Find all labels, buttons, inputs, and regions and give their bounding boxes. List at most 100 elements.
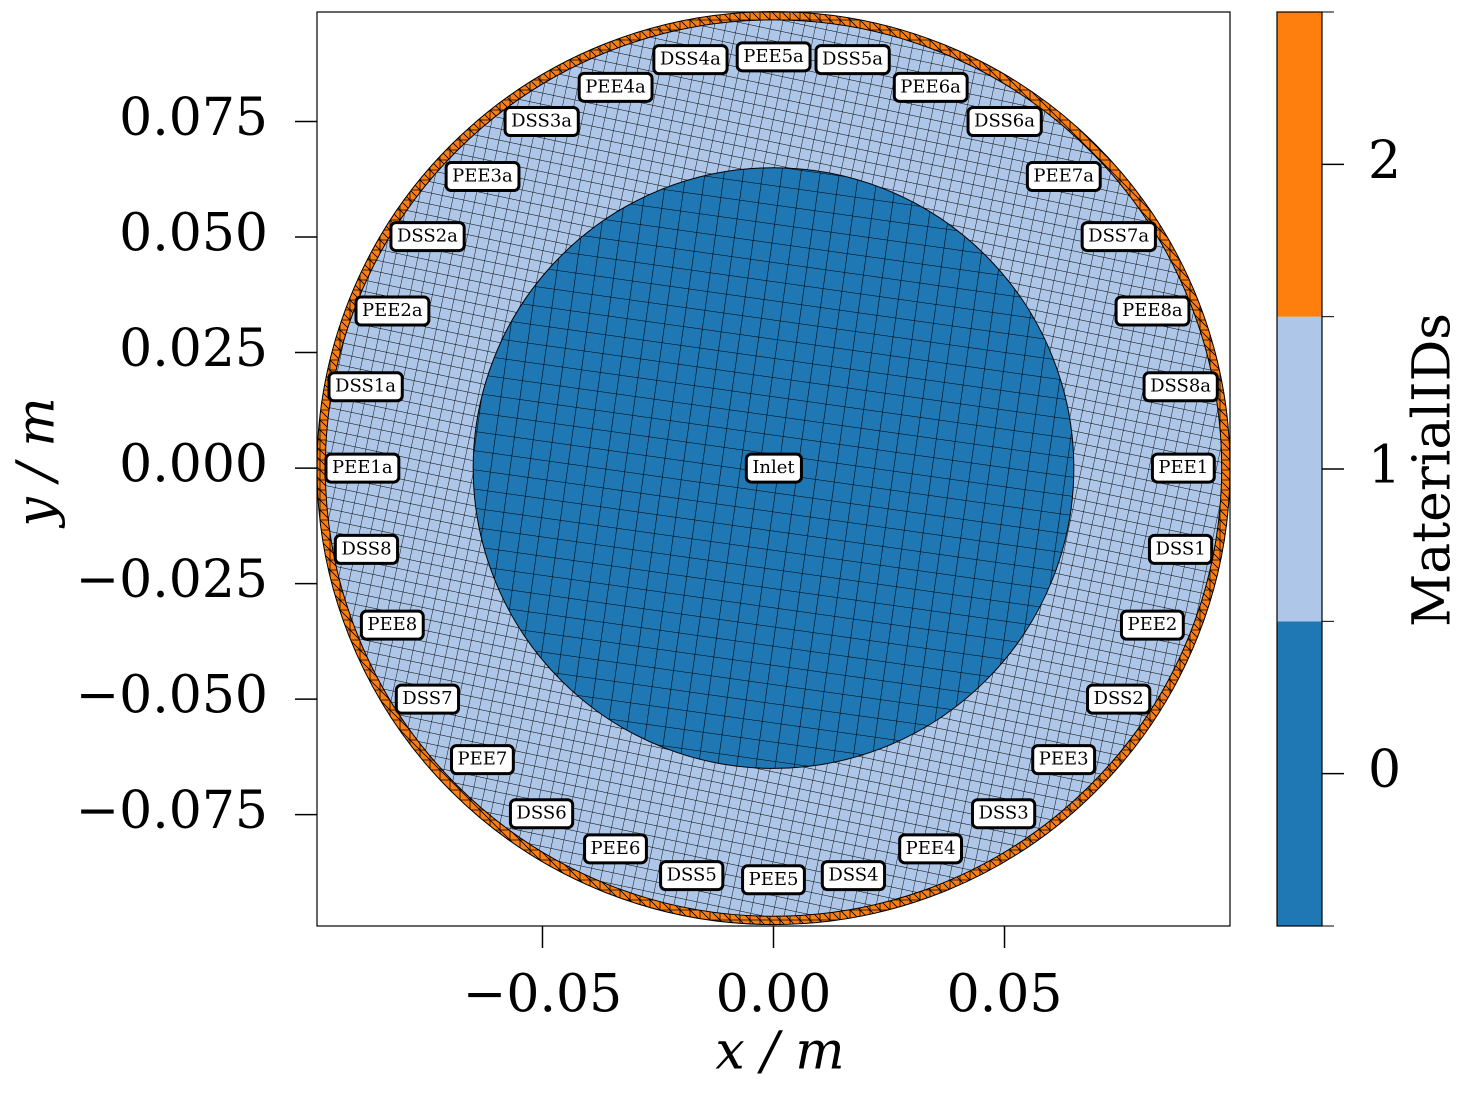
annotation-box [659, 860, 725, 892]
annotation-label: PEE7 [457, 749, 507, 770]
annotation: DSS6a [966, 106, 1043, 138]
annotation-box [744, 452, 803, 484]
annotation: PEE5a [735, 41, 812, 73]
x-axis-label: x / m [715, 1022, 844, 1082]
annotation-label: PEE6a [900, 76, 961, 97]
annotation-label: PEE5 [749, 869, 799, 890]
annotation-label: DSS7 [402, 688, 452, 709]
annotation-box [741, 864, 806, 896]
annotation: PEE2 [1119, 609, 1185, 641]
y-tick-label: 0.000 [119, 435, 268, 495]
annotation: DSS1a [327, 371, 404, 403]
annotation: PEE7a [1025, 161, 1102, 193]
annotation-box [1147, 533, 1214, 565]
y-tick-label: −0.025 [76, 550, 268, 610]
y-tick-label: 0.050 [119, 204, 268, 264]
annotation-box [583, 833, 648, 865]
colorbar-segment [1277, 621, 1322, 926]
annotation: DSS4 [820, 860, 887, 892]
x-tick-label: 0.05 [947, 965, 1063, 1025]
annotation: DSS1 [1147, 533, 1214, 565]
annotation-box [820, 860, 887, 892]
annotation-label: DSS5 [667, 865, 717, 886]
colorbar-segment [1277, 12, 1322, 317]
annotation: PEE1a [324, 452, 401, 484]
annotation-box [1150, 452, 1216, 484]
annotation-box [327, 371, 404, 403]
annotation: DSS2 [1086, 683, 1152, 715]
annotation-box [892, 71, 969, 103]
annotation-label: DSS6a [974, 111, 1035, 132]
annotation: PEE6 [583, 833, 648, 865]
annotation: PEE8a [1114, 295, 1191, 327]
annotation-label: DSS3 [978, 803, 1028, 824]
annotation-label: PEE4 [906, 838, 956, 859]
x-tick-label: 0.00 [716, 965, 832, 1025]
annotation-box [1114, 295, 1191, 327]
annotation-label: PEE1 [1158, 457, 1208, 478]
colorbar-tick-label: 1 [1368, 436, 1401, 496]
annotation: PEE2a [354, 295, 431, 327]
annotation-box [735, 41, 812, 73]
colorbar-tick-label: 0 [1368, 740, 1401, 800]
y-tick-label: 0.025 [119, 319, 268, 379]
annotation: DSS3 [970, 798, 1037, 830]
annotation: PEE7 [449, 744, 515, 776]
annotation-label: DSS8 [341, 538, 391, 559]
annotation-box [1025, 161, 1102, 193]
annotation: DSS7 [394, 683, 461, 715]
annotation: DSS5a [814, 44, 891, 76]
colorbar-segment [1277, 316, 1322, 622]
annotation-label: PEE2a [362, 300, 423, 321]
annotation-label: PEE5a [743, 46, 804, 67]
y-axis-label: y / m [7, 397, 67, 528]
annotation-label: DSS1 [1155, 538, 1205, 559]
annotation: PEE4 [898, 833, 964, 865]
annotation-label: DSS8a [1150, 376, 1211, 397]
annotation: DSS3a [503, 106, 580, 138]
y-tick-label: −0.075 [76, 781, 268, 841]
annotation-label: DSS7a [1088, 226, 1149, 247]
annotation: DSS5 [659, 860, 725, 892]
annotation-box [354, 295, 431, 327]
annotation-box [966, 106, 1043, 138]
annotation: PEE4a [577, 71, 654, 103]
annotation-box [1119, 609, 1185, 641]
annotation-box [389, 221, 466, 253]
annotation-label: Inlet [752, 457, 795, 478]
annotation-box [652, 44, 729, 76]
annotation-box [970, 798, 1037, 830]
annotation-label: PEE8a [1122, 300, 1183, 321]
annotation: PEE6a [892, 71, 969, 103]
annotation-label: DSS4a [660, 49, 721, 70]
annotation-label: DSS2a [397, 226, 458, 247]
colorbar-tick-label: 2 [1368, 131, 1401, 191]
annotation: DSS4a [652, 44, 729, 76]
annotation-box [359, 609, 425, 641]
annotation-box [449, 744, 515, 776]
annotation-box [1086, 683, 1152, 715]
annotation-box [1031, 744, 1097, 776]
y-tick-label: 0.075 [119, 88, 268, 148]
annotation-box [503, 106, 580, 138]
annotation-label: PEE8 [367, 614, 417, 635]
annotation: DSS8a [1142, 371, 1219, 403]
annotation-label: PEE1a [332, 457, 393, 478]
annotation-label: DSS6 [516, 803, 566, 824]
annotation: Inlet [744, 452, 803, 484]
x-tick-label: −0.05 [463, 965, 622, 1025]
annotation-box [898, 833, 964, 865]
annotation-box [394, 683, 461, 715]
annotation: DSS8 [333, 533, 400, 565]
annotation: PEE1 [1150, 452, 1216, 484]
annotation-label: PEE7a [1033, 166, 1094, 187]
annotation-box [1142, 371, 1219, 403]
annotation: DSS7a [1080, 221, 1157, 253]
annotation-label: PEE3a [452, 166, 513, 187]
annotation-label: DSS1a [335, 376, 396, 397]
annotation-label: PEE3 [1039, 749, 1089, 770]
annotation-box [444, 161, 521, 193]
annotation-box [333, 533, 400, 565]
